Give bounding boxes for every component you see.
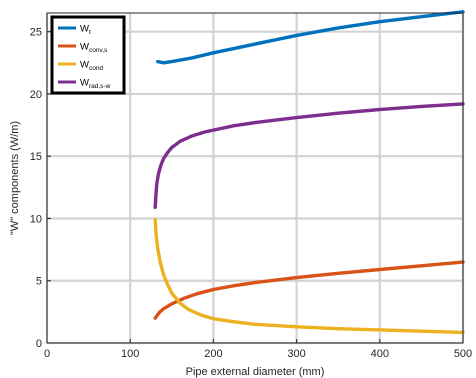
legend-label-main: W (80, 24, 89, 35)
plot-frame (46, 12, 464, 344)
legend-entry-label: Wcond (80, 60, 103, 73)
x-axis-label: Pipe external diameter (mm) (186, 366, 325, 378)
y-tick-label: 20 (30, 89, 42, 101)
legend-box (50, 15, 126, 95)
x-tick-label: 100 (121, 348, 139, 360)
x-tick-label: 500 (454, 348, 472, 360)
y-tick-label: 5 (36, 276, 42, 288)
axis-ticks: 0 100 200 300 400 500 0 5 10 15 20 25 (30, 27, 472, 360)
legend-label-main: W (80, 60, 89, 71)
y-axis-label: "W" components (W/m) (9, 121, 21, 235)
x-tick-label: 0 (44, 348, 50, 360)
series-line-3 (153, 102, 465, 210)
legend-entry-label: Wconv,s (80, 42, 108, 55)
y-tick-label: 10 (30, 213, 42, 225)
series-line-1 (153, 260, 465, 320)
series-line-0 (155, 10, 465, 65)
x-tick-label: 200 (204, 348, 222, 360)
legend-entry-label: Wt (80, 24, 91, 37)
x-tick-label: 400 (371, 348, 389, 360)
y-tick-label: 25 (30, 27, 42, 39)
series-lines (153, 10, 465, 335)
y-tick-label: 0 (36, 338, 42, 350)
legend-label-subscript: t (89, 29, 91, 36)
x-tick-label: 300 (287, 348, 305, 360)
y-tick-label: 15 (30, 151, 42, 163)
legend-label-subscript: rad,s-w (89, 83, 111, 90)
grid-lines (45, 13, 465, 345)
legend-label-subscript: conv,s (89, 47, 108, 54)
legend-label-subscript: cond (89, 65, 103, 72)
legend-entry-label: Wrad,s-w (80, 78, 111, 91)
series-line-2 (153, 217, 465, 335)
legend-label-main: W (80, 42, 89, 53)
legend-label-main: W (80, 78, 89, 89)
